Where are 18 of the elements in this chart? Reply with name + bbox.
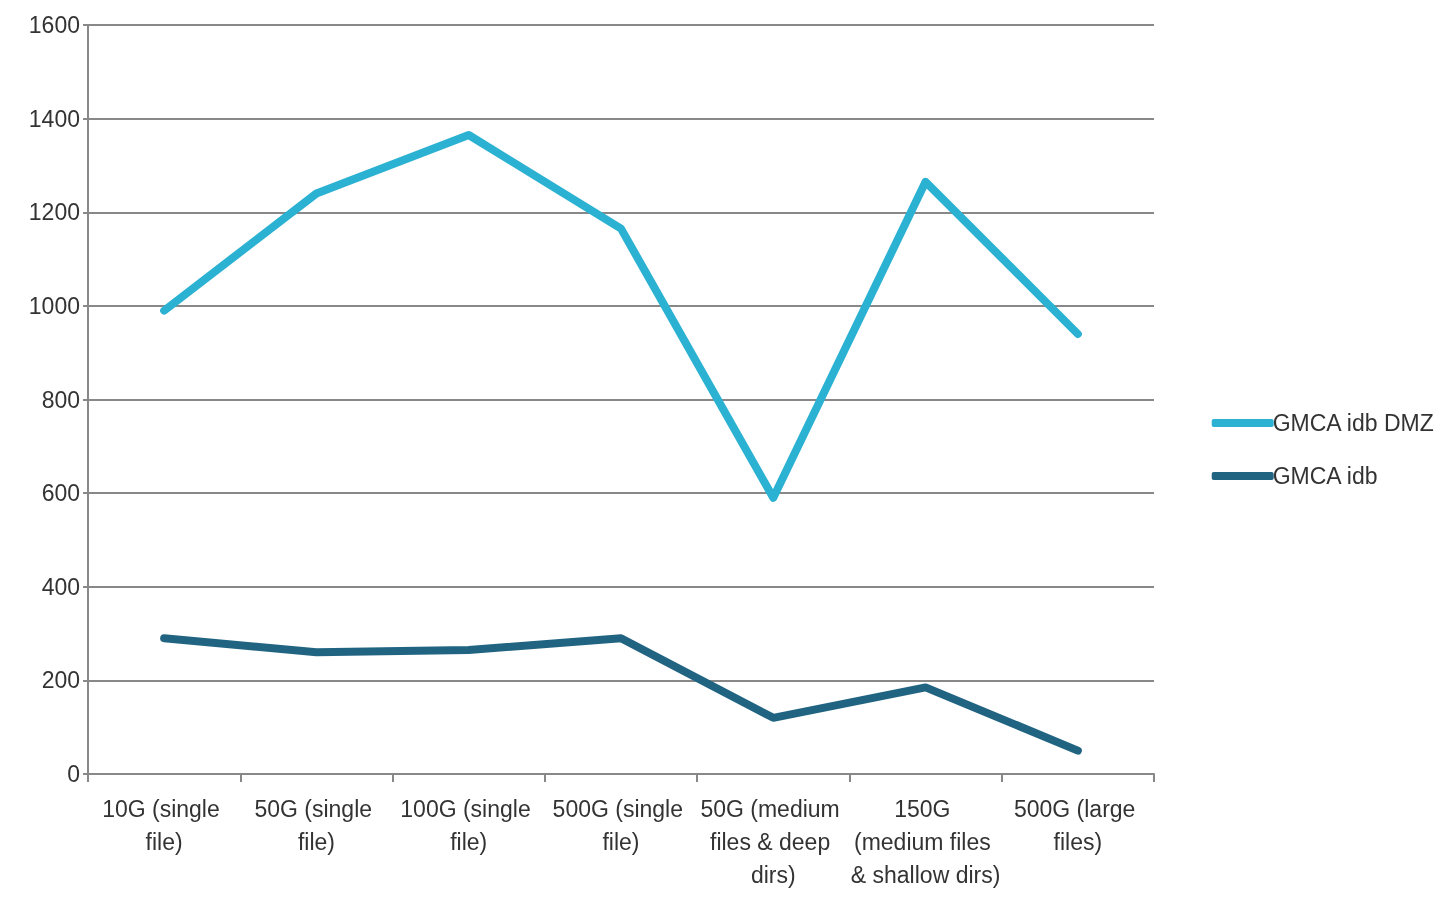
x-tick-label: 150G (medium files & shallow dirs) — [850, 795, 1001, 888]
legend-label: GMCA idb DMZ — [1272, 410, 1434, 436]
x-tick-label: 10G (single file) — [102, 795, 227, 855]
y-tick-label: 1400 — [28, 105, 80, 132]
y-tick-label: 400 — [41, 573, 80, 600]
x-tick-label: 500G (large files) — [1013, 795, 1142, 855]
y-tick-label: 200 — [41, 667, 80, 694]
y-tick-label: 1200 — [28, 199, 80, 226]
y-tick-label: 0 — [67, 761, 80, 787]
x-tick-label: 500G (single file) — [552, 795, 690, 855]
y-tick-label: 1000 — [28, 292, 80, 319]
x-tick-label: 100G (single file) — [400, 795, 538, 855]
x-tick-label: 50G (medium files & deep dirs) — [700, 795, 847, 888]
x-tick-label: 50G (single file) — [254, 795, 379, 855]
y-tick-label: 600 — [41, 480, 80, 507]
y-tick-label: 1600 — [28, 12, 80, 38]
y-tick-label: 800 — [41, 386, 80, 413]
legend-label: GMCA idb — [1272, 463, 1378, 489]
